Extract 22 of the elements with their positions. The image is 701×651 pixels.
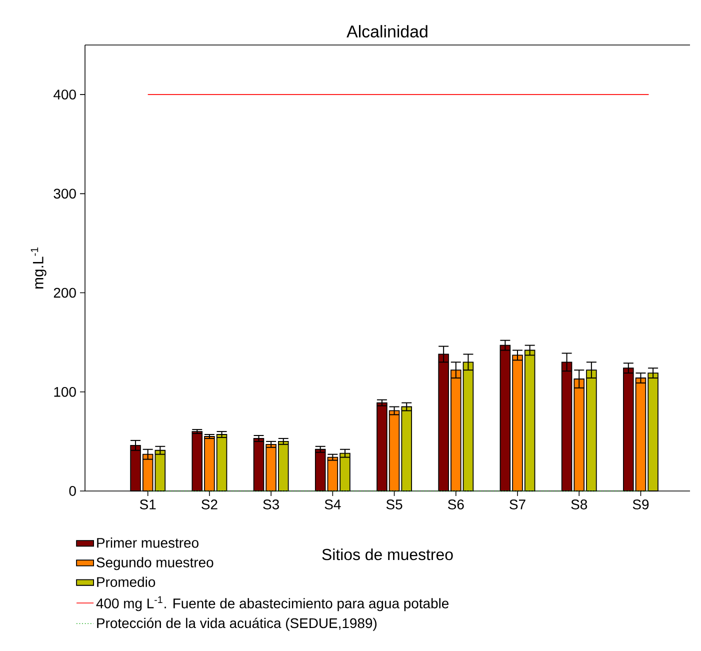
x-tick-label: S6 bbox=[448, 500, 464, 510]
y-axis-title: mg.L$^{-1}$ bbox=[30, 248, 46, 289]
legend-label: Protección de la vida acuática (SEDUE,1989) bbox=[97, 618, 377, 631]
x-tick-label: S1 bbox=[140, 500, 156, 510]
x-tick-label: S8 bbox=[571, 500, 588, 510]
x-tick-label: S2 bbox=[202, 500, 218, 510]
legend-label: Primer muestreo bbox=[97, 538, 198, 548]
x-tick-label: S4 bbox=[324, 500, 341, 510]
y-tick-label: 0 bbox=[69, 486, 76, 496]
x-tick-label: S3 bbox=[263, 500, 279, 510]
x-axis-title: Sitios de muestreo bbox=[322, 548, 453, 560]
legend-label: Segundo muestreo bbox=[96, 557, 214, 570]
x-tick-label: S9 bbox=[632, 500, 649, 510]
y-tick-label: 400 bbox=[54, 90, 76, 100]
legend-label: 400 mg L$^{-1}$. Fuente de abastecimiento para agua potable bbox=[96, 596, 449, 612]
y-tick-label: 100 bbox=[54, 386, 76, 397]
x-tick-label: S5 bbox=[386, 500, 402, 510]
chart-title: Alcalinidad bbox=[346, 25, 428, 38]
y-tick-label: 200 bbox=[54, 288, 76, 298]
x-tick-label: S7 bbox=[510, 500, 526, 510]
legend-label: Promedio bbox=[97, 576, 156, 587]
y-tick-label: 300 bbox=[54, 188, 76, 199]
